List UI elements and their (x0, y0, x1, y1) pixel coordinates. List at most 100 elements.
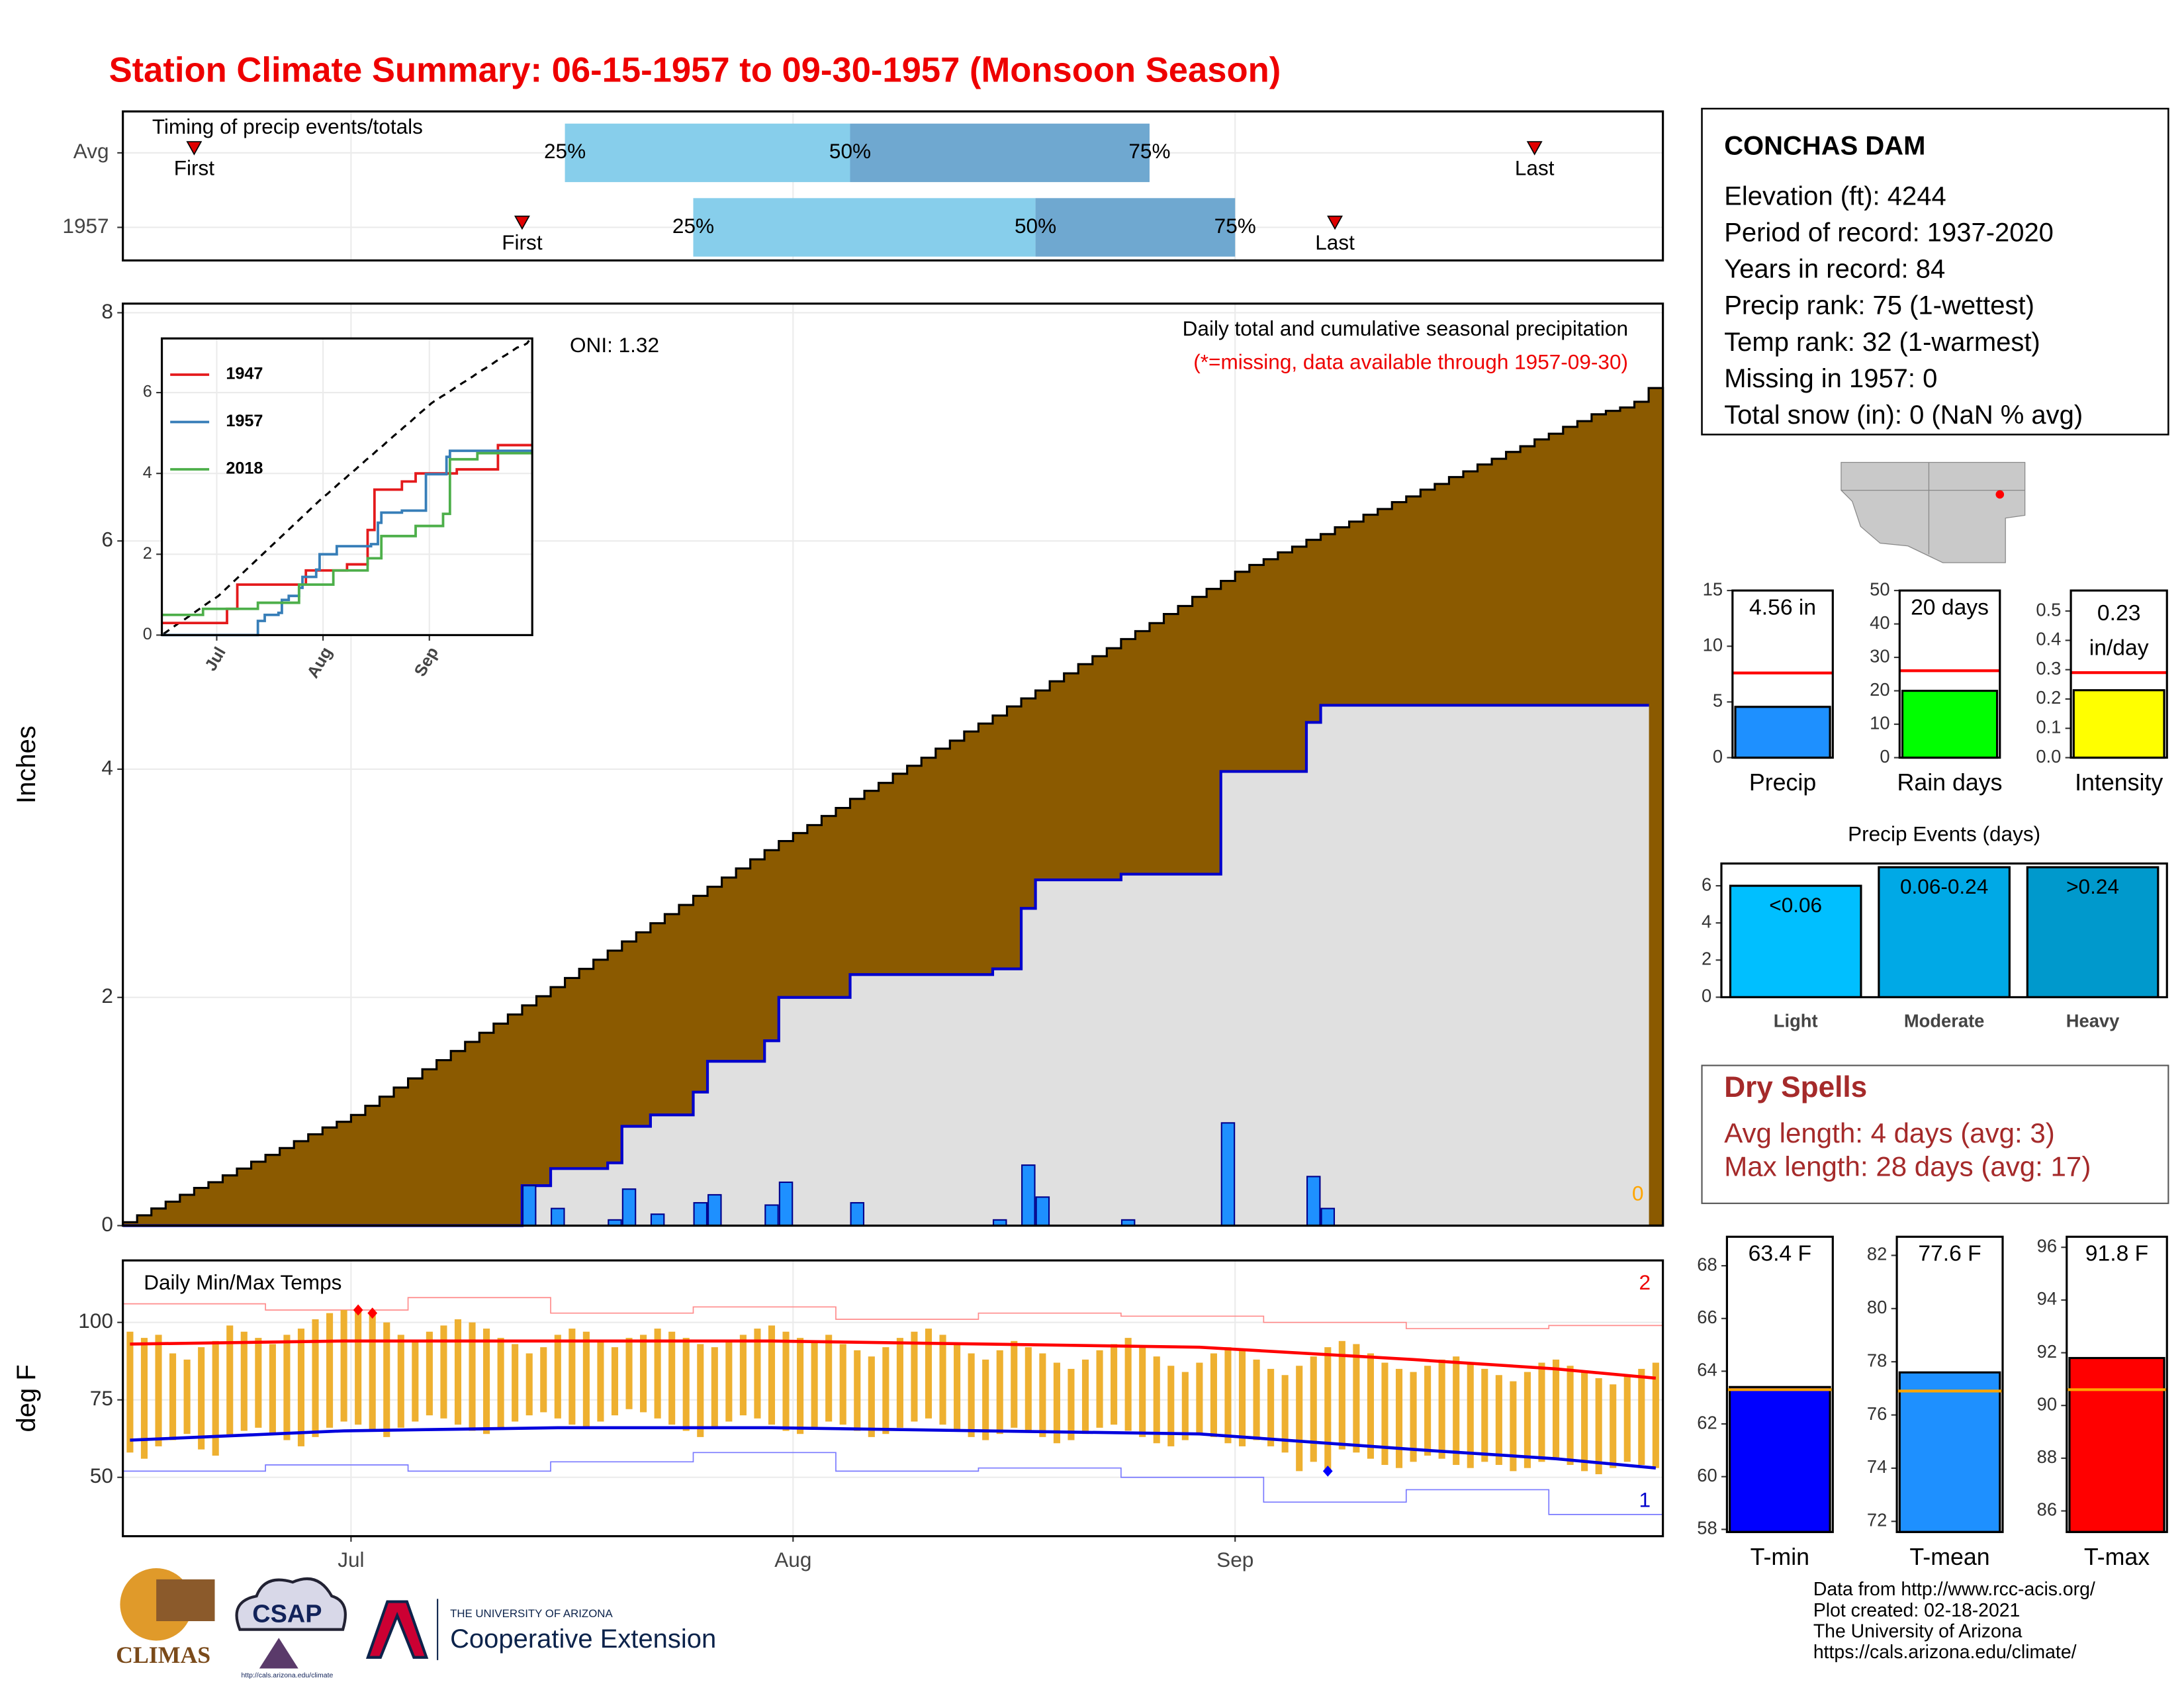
station-dot (1995, 490, 2005, 499)
daily-temp-bar (1467, 1362, 1474, 1468)
daily-temp-bar (1381, 1362, 1388, 1466)
daily-temp-bar (640, 1335, 647, 1413)
record-high-marker (367, 1307, 378, 1319)
daily-temp-bar (1039, 1353, 1046, 1437)
y-tick-label: 6 (143, 383, 152, 401)
y-tick-label: 76 (1867, 1403, 1887, 1424)
daily-temp-bar (240, 1331, 248, 1431)
quartile-bar (693, 198, 1036, 257)
y-tick-label: 96 (2037, 1235, 2057, 1256)
daily-temp-bar (255, 1338, 262, 1428)
daily-temp-bar (1124, 1338, 1132, 1431)
daily-temp-bar (1024, 1347, 1032, 1431)
value-label-line: in/day (2089, 635, 2149, 660)
station-info: Years in record: 84 (1724, 255, 1945, 284)
daily-temp-bar (1111, 1344, 1118, 1425)
x-axis-label: Rain days (1897, 769, 2003, 796)
y-tick-label: 66 (1697, 1307, 1717, 1327)
daily-temp-bar (968, 1353, 975, 1437)
daily-temp-bar (140, 1338, 148, 1459)
plot-frame (1895, 1235, 2004, 1533)
y-tick-label: 6 (101, 528, 113, 551)
value-label: 63.4 F (1749, 1242, 1811, 1266)
daily-precip-bar (1320, 1207, 1336, 1227)
daily-temp-bar (739, 1335, 747, 1416)
y-tick-label: 0.3 (2036, 658, 2061, 679)
daily-temp-bar (939, 1335, 946, 1425)
y-tick-label: 10 (1870, 712, 1889, 733)
daily-temp-bar (355, 1309, 362, 1425)
daily-temp-bar (597, 1340, 604, 1422)
daily-temp-bar (768, 1325, 776, 1425)
y-tick-label: 2 (1702, 949, 1711, 969)
inset-series-line (161, 451, 533, 616)
daily-temp-bar (1481, 1368, 1488, 1462)
quartile-bar (1035, 198, 1236, 257)
y-tick-label: 40 (1870, 612, 1889, 633)
daily-precip-bar (621, 1188, 637, 1227)
event-label: Last (1315, 230, 1355, 254)
daily-temp-bar (554, 1335, 561, 1419)
record-low-marker (1322, 1465, 1333, 1477)
legend-label: 1957 (226, 412, 263, 430)
daily-temp-bar (1552, 1359, 1560, 1459)
y-tick-label: Avg (73, 139, 109, 163)
daily-precip-bar (650, 1213, 665, 1227)
daily-temp-bar (469, 1322, 476, 1431)
station-info: Period of record: 1937-2020 (1724, 218, 2054, 247)
station-box (1701, 107, 2169, 436)
daily-temp-bar (340, 1309, 347, 1422)
event-marker (1327, 215, 1343, 230)
daily-temp-bar (839, 1344, 846, 1425)
station-info: Precip rank: 75 (1-wettest) (1724, 291, 2034, 320)
extension-text: Cooperative Extension (450, 1624, 716, 1654)
y-tick-label: 94 (2037, 1288, 2057, 1309)
cumulative-1957-line (122, 704, 1649, 1227)
daily-temp-bar (1011, 1340, 1018, 1428)
plot-frame (122, 1259, 1664, 1538)
daily-temp-bar (911, 1331, 918, 1422)
quartile-label: 25% (544, 139, 586, 163)
y-tick-label: 5 (1713, 690, 1723, 711)
bar (1729, 884, 1862, 999)
daily-temp-bar (954, 1344, 961, 1431)
x-axis-label: Intensity (2075, 769, 2163, 796)
daily-temp-bar (283, 1335, 291, 1440)
daily-temp-bar (1623, 1375, 1631, 1462)
record-line (122, 1297, 1663, 1329)
daily-temp-bar (797, 1338, 804, 1434)
y-tick-label: 0 (1880, 746, 1889, 767)
y-tick-label: 0.5 (2036, 599, 2061, 620)
location-map (1838, 459, 2028, 566)
daily-temp-bar (825, 1335, 833, 1422)
daily-temp-bar (212, 1340, 219, 1456)
logos: CLIMAS CSAP http://cals.arizona.edu/clim… (116, 1568, 716, 1679)
station-info: Missing in 1957: 0 (1724, 364, 1937, 393)
y-tick-label: 2 (101, 984, 113, 1008)
daily-temp-bar (996, 1350, 1003, 1434)
inset-bg (161, 338, 533, 635)
y-tick-label: 0 (1702, 986, 1711, 1006)
daily-precip-bar (522, 1185, 537, 1227)
daily-temp-bar (925, 1329, 933, 1419)
dry-spell-info: Avg length: 4 days (avg: 3) (1724, 1117, 2055, 1149)
daily-temp-bar (198, 1347, 205, 1450)
daily-temp-bar (1324, 1347, 1332, 1472)
gauge-bar (2072, 689, 2165, 759)
climas-logo (156, 1579, 215, 1622)
y-tick-label: 90 (2037, 1393, 2057, 1414)
daily-temp-bar (1310, 1356, 1317, 1462)
y-tick-label: 72 (1867, 1510, 1887, 1530)
daily-precip-bar (1035, 1196, 1050, 1227)
daily-temp-bar (1210, 1353, 1217, 1437)
quartile-label: 50% (1015, 214, 1056, 238)
value-label: 77.6 F (1918, 1242, 1981, 1266)
y-tick-label: 92 (2037, 1341, 2057, 1362)
daily-temp-bar (440, 1325, 447, 1419)
daily-temp-bar (1395, 1368, 1403, 1468)
y-tick-label: 0.2 (2036, 687, 2061, 708)
x-tick-label: Jul (338, 1548, 364, 1571)
value-label: 4.56 in (1749, 595, 1816, 620)
x-axis-label: Precip (1749, 769, 1816, 796)
